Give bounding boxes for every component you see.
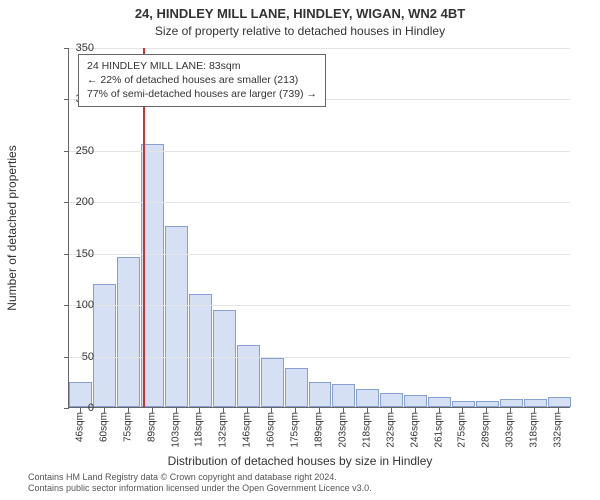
bar — [428, 397, 451, 407]
xtick-label: 60sqm — [98, 412, 109, 442]
x-axis-label: Distribution of detached houses by size … — [0, 454, 600, 468]
xtick-label: 46sqm — [74, 412, 85, 442]
xtick-label: 332sqm — [553, 412, 564, 448]
y-axis-label: Number of detached properties — [5, 145, 19, 310]
annotation-line3: 77% of semi-detached houses are larger (… — [87, 87, 317, 101]
xtick-label: 289sqm — [481, 412, 492, 448]
xtick-label: 303sqm — [505, 412, 516, 448]
xtick-label: 160sqm — [266, 412, 277, 448]
ytick-label: 250 — [64, 145, 94, 157]
xtick-mark — [247, 408, 248, 413]
ytick-label: 200 — [64, 196, 94, 208]
bar — [285, 368, 308, 407]
xtick-label: 275sqm — [457, 412, 468, 448]
annotation-box: 24 HINDLEY MILL LANE: 83sqm ← 22% of det… — [78, 54, 326, 107]
xtick-mark — [391, 408, 392, 413]
xtick-mark — [199, 408, 200, 413]
ytick-label: 150 — [64, 248, 94, 260]
xtick-mark — [176, 408, 177, 413]
bar — [476, 401, 499, 407]
xtick-mark — [510, 408, 511, 413]
xtick-mark — [462, 408, 463, 413]
xtick-label: 246sqm — [409, 412, 420, 448]
bar — [356, 389, 379, 408]
xtick-label: 75sqm — [122, 412, 133, 442]
xtick-mark — [104, 408, 105, 413]
bar — [380, 393, 403, 407]
xtick-label: 175sqm — [290, 412, 301, 448]
xtick-label: 189sqm — [314, 412, 325, 448]
bar — [548, 397, 571, 407]
bar — [237, 345, 260, 407]
ytick-label: 50 — [64, 351, 94, 363]
xtick-mark — [558, 408, 559, 413]
xtick-label: 89sqm — [146, 412, 157, 442]
xtick-mark — [343, 408, 344, 413]
xtick-label: 203sqm — [337, 412, 348, 448]
bar — [524, 399, 547, 407]
xtick-label: 103sqm — [170, 412, 181, 448]
chart-container: 24, HINDLEY MILL LANE, HINDLEY, WIGAN, W… — [0, 0, 600, 500]
xtick-mark — [439, 408, 440, 413]
xtick-mark — [128, 408, 129, 413]
bar — [261, 358, 284, 407]
bar — [213, 310, 236, 407]
xtick-label: 118sqm — [194, 412, 205, 447]
xtick-mark — [319, 408, 320, 413]
ytick-label: 350 — [64, 42, 94, 54]
annotation-line2: ← 22% of detached houses are smaller (21… — [87, 73, 317, 87]
bar — [332, 384, 355, 407]
xtick-mark — [152, 408, 153, 413]
xtick-mark — [271, 408, 272, 413]
xtick-mark — [295, 408, 296, 413]
xtick-label: 218sqm — [361, 412, 372, 448]
bar — [141, 144, 164, 407]
bar — [404, 395, 427, 407]
xtick-mark — [80, 408, 81, 413]
xtick-label: 318sqm — [529, 412, 540, 448]
ytick-label: 100 — [64, 299, 94, 311]
page-subtitle: Size of property relative to detached ho… — [0, 24, 600, 38]
xtick-label: 232sqm — [385, 412, 396, 448]
footer-attribution: Contains HM Land Registry data © Crown c… — [28, 472, 372, 495]
xtick-mark — [534, 408, 535, 413]
xtick-label: 146sqm — [242, 412, 253, 448]
bar — [452, 401, 475, 407]
xtick-label: 261sqm — [433, 412, 444, 448]
xtick-label: 132sqm — [218, 412, 229, 448]
bar — [309, 382, 332, 407]
footer-line1: Contains HM Land Registry data © Crown c… — [28, 472, 372, 483]
footer-line2: Contains public sector information licen… — [28, 483, 372, 494]
bar — [117, 257, 140, 407]
xtick-mark — [367, 408, 368, 413]
xtick-mark — [486, 408, 487, 413]
bar — [189, 294, 212, 407]
page-title: 24, HINDLEY MILL LANE, HINDLEY, WIGAN, W… — [0, 6, 600, 21]
bar — [93, 284, 116, 407]
bar — [500, 399, 523, 407]
xtick-mark — [223, 408, 224, 413]
annotation-line1: 24 HINDLEY MILL LANE: 83sqm — [87, 59, 317, 73]
xtick-mark — [415, 408, 416, 413]
